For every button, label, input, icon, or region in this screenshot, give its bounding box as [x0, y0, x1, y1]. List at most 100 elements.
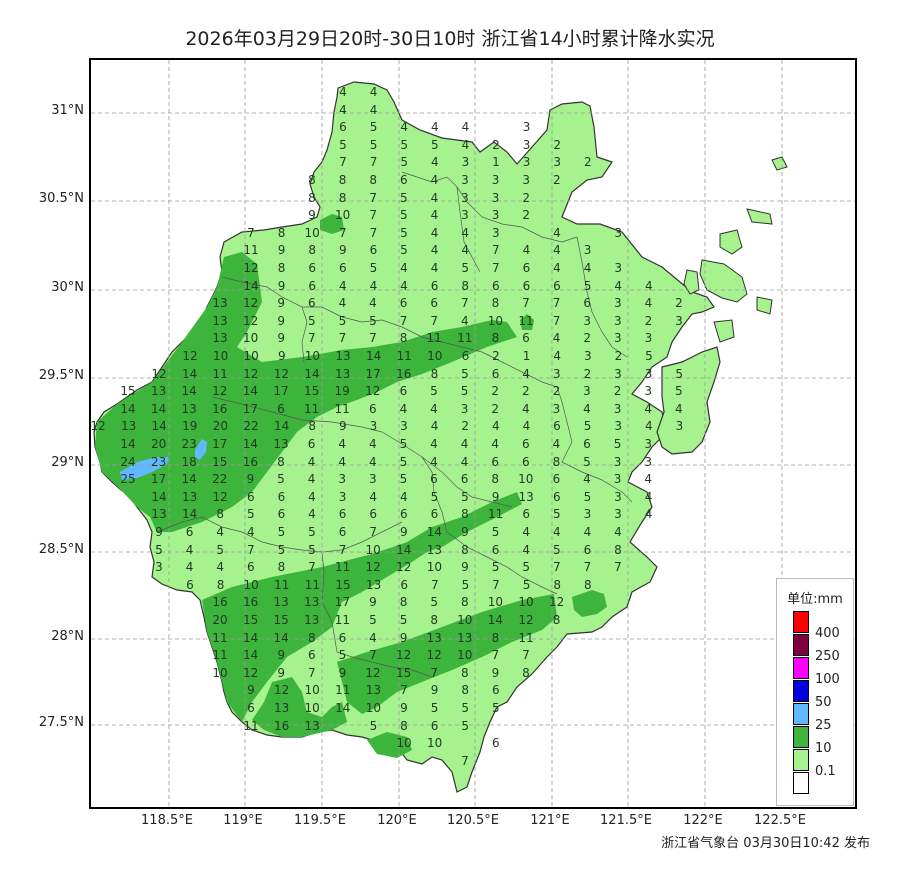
- precipitation-value: 10: [212, 349, 229, 363]
- precipitation-value: 14: [487, 613, 504, 627]
- precipitation-value: 2: [521, 384, 530, 399]
- precipitation-value: 6: [430, 718, 439, 733]
- precipitation-value: 10: [518, 472, 534, 487]
- precipitation-value: 16: [273, 718, 290, 733]
- precipitation-value: 5: [399, 613, 408, 627]
- precipitation-value: 8: [553, 577, 561, 592]
- precipitation-value: 5: [522, 560, 530, 575]
- y-tick-label: 28°N: [51, 629, 84, 644]
- precipitation-value: 3: [613, 313, 622, 328]
- precipitation-value: 7: [246, 542, 255, 557]
- precipitation-value: 5: [277, 472, 285, 487]
- island: [713, 319, 735, 343]
- precipitation-value: 9: [277, 296, 285, 311]
- precipitation-value: 5: [399, 454, 408, 469]
- precipitation-value: 11: [396, 349, 412, 363]
- precipitation-value: 6: [307, 437, 316, 451]
- precipitation-value: 11: [518, 313, 534, 328]
- precipitation-value: 10: [304, 683, 320, 698]
- precipitation-value: 10: [334, 208, 351, 223]
- precipitation-value: 4: [369, 630, 377, 645]
- legend-label: 0.1: [815, 764, 836, 779]
- precipitation-value: 7: [400, 683, 408, 698]
- y-tick-label: 31°N: [51, 103, 84, 118]
- precipitation-value: 2: [552, 173, 561, 187]
- precipitation-value: 20: [150, 437, 167, 451]
- rain-zone-10-25-west: [95, 252, 517, 532]
- precipitation-value: 16: [242, 454, 259, 469]
- precipitation-value: 8: [430, 366, 439, 381]
- precipitation-value: 5: [461, 489, 469, 504]
- precipitation-value: 3: [368, 472, 377, 487]
- precipitation-value: 17: [273, 384, 289, 399]
- precipitation-value: 9: [277, 243, 286, 258]
- precipitation-value: 4: [460, 454, 469, 469]
- precipitation-value: 6: [399, 296, 408, 311]
- precipitation-value: 14: [120, 437, 136, 451]
- precipitation-value: 6: [338, 507, 347, 522]
- precipitation-value: 4: [369, 278, 378, 293]
- precipitation-value: 13: [273, 595, 289, 610]
- precipitation-value: 13: [181, 401, 197, 416]
- precipitation-value: 6: [338, 525, 347, 539]
- precipitation-value: 4: [644, 296, 653, 311]
- x-tick-label: 119°E: [223, 813, 263, 828]
- precipitation-value: 5: [400, 155, 408, 170]
- precipitation-value: 7: [338, 225, 347, 240]
- precipitation-value: 8: [430, 613, 438, 627]
- precipitation-value: 4: [614, 278, 622, 293]
- precipitation-value: 5: [400, 137, 408, 152]
- precipitation-value: 14: [181, 366, 198, 381]
- precipitation-value: 6: [552, 489, 561, 504]
- precipitation-value: 11: [303, 401, 320, 416]
- precipitation-value: 9: [277, 648, 285, 663]
- precipitation-value: 4: [553, 243, 561, 258]
- precipitation-value: 7: [338, 542, 347, 557]
- precipitation-value: 13: [365, 683, 382, 698]
- precipitation-value: 5: [461, 261, 469, 275]
- x-tick-label: 121.5°E: [600, 813, 652, 828]
- precipitation-value: 7: [369, 648, 377, 663]
- y-tick-label: 30.5°N: [38, 191, 84, 206]
- precipitation-value: 16: [212, 595, 228, 610]
- precipitation-value: 6: [553, 278, 561, 293]
- precipitation-value: 3: [400, 419, 408, 434]
- precipitation-value: 3: [583, 349, 592, 363]
- precipitation-value: 3: [155, 560, 163, 575]
- precipitation-value: 4: [307, 472, 316, 487]
- precipitation-value: 10: [457, 648, 473, 663]
- precipitation-value: 8: [277, 560, 286, 575]
- precipitation-value: 3: [491, 208, 500, 223]
- precipitation-value: 2: [675, 296, 683, 311]
- precipitation-value: 8: [522, 665, 530, 680]
- rain-zone-10-25-band: [407, 492, 522, 557]
- precipitation-value: 11: [243, 243, 259, 258]
- rain-zone-10-25-southwest: [252, 677, 347, 737]
- precipitation-value: 3: [614, 507, 622, 522]
- precipitation-value: 6: [430, 507, 439, 522]
- precipitation-value: 12: [365, 665, 381, 680]
- precipitation-value: 15: [120, 384, 136, 399]
- precipitation-value: 10: [365, 701, 382, 715]
- precipitation-value: 11: [274, 577, 290, 592]
- precipitation-value: 12: [182, 349, 198, 363]
- precipitation-value: 7: [522, 648, 530, 663]
- precipitation-value: 6: [338, 261, 347, 275]
- precipitation-value: 8: [277, 225, 286, 240]
- precipitation-value: 5: [369, 313, 377, 328]
- x-tick-label: 120°E: [377, 813, 417, 828]
- precipitation-value: 5: [430, 701, 439, 715]
- precipitation-value: 6: [308, 278, 316, 293]
- precipitation-value: 4: [583, 401, 591, 416]
- precipitation-value: 6: [522, 278, 531, 293]
- x-tick-label: 120.5°E: [447, 813, 499, 828]
- precipitation-value: 6: [277, 401, 285, 416]
- precipitation-value: 13: [304, 718, 320, 733]
- precipitation-value: 12: [151, 366, 167, 381]
- precipitation-value: 11: [334, 401, 350, 416]
- precipitation-value: 14: [151, 419, 167, 434]
- legend-swatch: [793, 749, 809, 771]
- precipitation-value: 10: [426, 560, 443, 575]
- precipitation-value: 6: [186, 577, 194, 592]
- precipitation-value: 5: [461, 577, 470, 592]
